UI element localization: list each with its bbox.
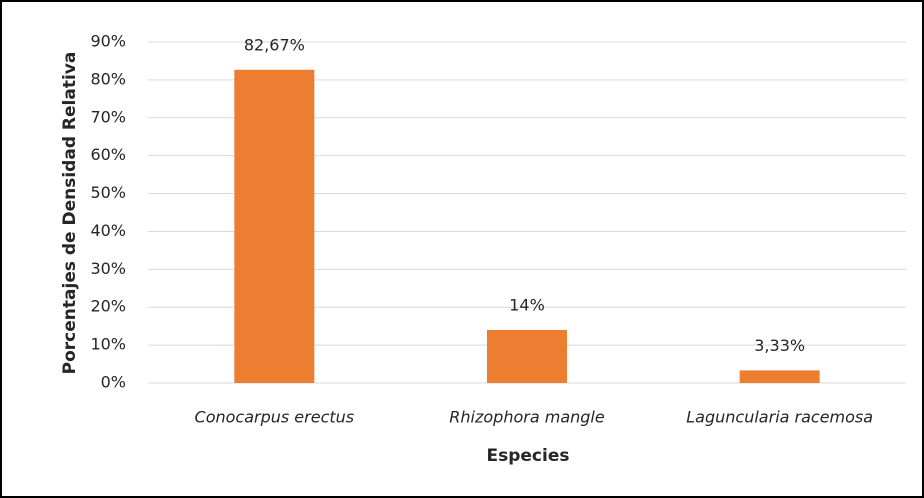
x-tick-label: Laguncularia racemosa [686,408,873,427]
y-tick-label: 40% [90,221,126,240]
bar [234,69,315,383]
bar [739,370,820,383]
x-axis-title: Especies [487,446,570,466]
y-tick-label: 60% [90,145,126,164]
data-label: 3,33% [754,336,805,355]
y-tick-label: 50% [90,183,126,202]
data-label: 14% [509,295,545,314]
y-tick-label: 30% [90,259,126,278]
x-tick-label: Conocarpus erectus [195,408,355,427]
x-tick-label: Rhizophora mangle [449,408,605,427]
y-tick-label: 80% [90,69,126,88]
y-tick-label: 70% [90,107,126,126]
y-tick-label: 20% [90,297,126,316]
y-tick-label: 10% [90,335,126,354]
y-tick-label: 0% [101,373,126,392]
y-tick-label: 90% [90,32,126,51]
data-label: 82,67% [244,35,305,54]
y-axis-title: Porcentajes de Densidad Relativa [60,52,80,375]
bar [487,329,567,383]
